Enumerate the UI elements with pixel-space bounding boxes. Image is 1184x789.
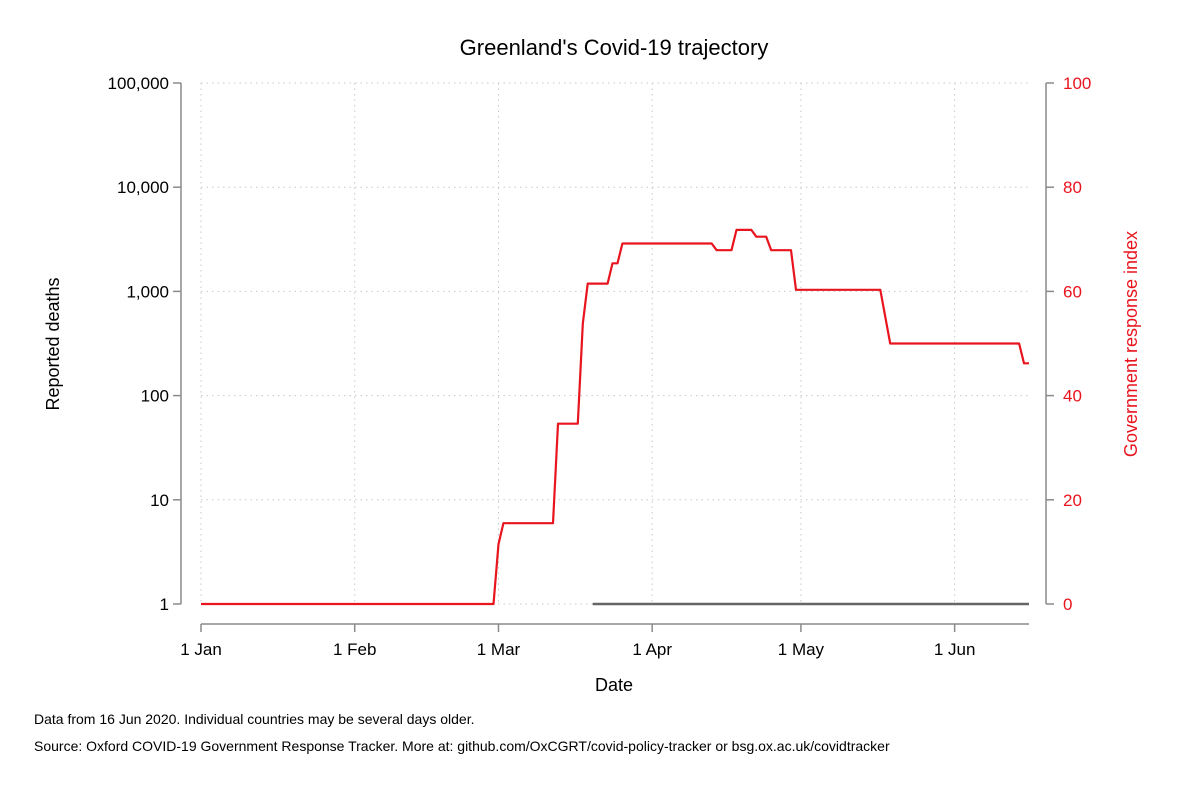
axes (180, 83, 1047, 625)
chart-title: Greenland's Covid-19 trajectory (460, 35, 769, 60)
x-axis-label: Date (595, 675, 633, 695)
x-tick-label: 1 May (778, 640, 825, 659)
x-tick-label: 1 Jan (180, 640, 222, 659)
right-y-tick-label: 0 (1063, 595, 1072, 614)
x-tick-label: 1 Apr (632, 640, 672, 659)
right-y-axis-ticks: 0 20 40 60 80 100 (1046, 74, 1091, 614)
chart: 1 Jan 1 Feb 1 Mar 1 Apr 1 May 1 Jun 1 10 100 1,0… (43, 35, 1141, 695)
right-y-tick-label: 40 (1063, 387, 1082, 406)
left-y-tick-label: 100,000 (108, 74, 169, 93)
right-y-tick-label: 20 (1063, 491, 1082, 510)
x-tick-label: 1 Mar (477, 640, 521, 659)
right-y-tick-label: 100 (1063, 74, 1091, 93)
source-note: Source: Oxford COVID-19 Government Respo… (34, 738, 890, 754)
series-lines (201, 228, 1029, 606)
left-y-tick-label: 1 (160, 595, 169, 614)
left-y-tick-label: 100 (141, 387, 169, 406)
response-index-series-line (201, 228, 1029, 606)
left-y-tick-label: 1,000 (126, 282, 169, 301)
right-y-tick-label: 60 (1063, 282, 1082, 301)
left-y-tick-label: 10,000 (117, 178, 169, 197)
left-y-axis-ticks: 1 10 100 1,000 10,000 100,000 (108, 74, 181, 614)
left-y-axis-label: Reported deaths (43, 277, 63, 410)
x-tick-label: 1 Jun (934, 640, 976, 659)
x-tick-label: 1 Feb (333, 640, 376, 659)
data-date-note: Data from 16 Jun 2020. Individual countr… (34, 711, 475, 727)
x-axis-ticks: 1 Jan 1 Feb 1 Mar 1 Apr 1 May 1 Jun (180, 624, 975, 659)
right-y-tick-label: 80 (1063, 178, 1082, 197)
right-y-axis-label: Government response index (1121, 231, 1141, 457)
left-y-tick-label: 10 (150, 491, 169, 510)
